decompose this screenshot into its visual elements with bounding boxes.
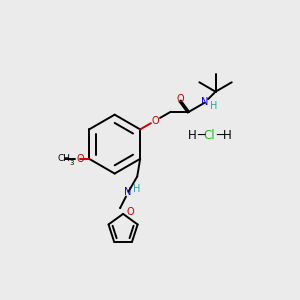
Text: H: H (209, 101, 217, 111)
Text: O: O (127, 207, 135, 218)
Text: H: H (223, 129, 232, 142)
Text: ─: ─ (197, 129, 204, 142)
Text: H: H (133, 184, 140, 194)
Text: N: N (201, 97, 208, 107)
Text: 3: 3 (69, 160, 74, 166)
Text: Cl: Cl (203, 129, 215, 142)
Text: CH: CH (57, 154, 70, 163)
Text: ─: ─ (216, 129, 224, 142)
Text: O: O (177, 94, 184, 104)
Text: O: O (152, 116, 159, 126)
Text: N: N (124, 187, 131, 197)
Text: O: O (76, 154, 84, 164)
Text: H: H (188, 129, 196, 142)
